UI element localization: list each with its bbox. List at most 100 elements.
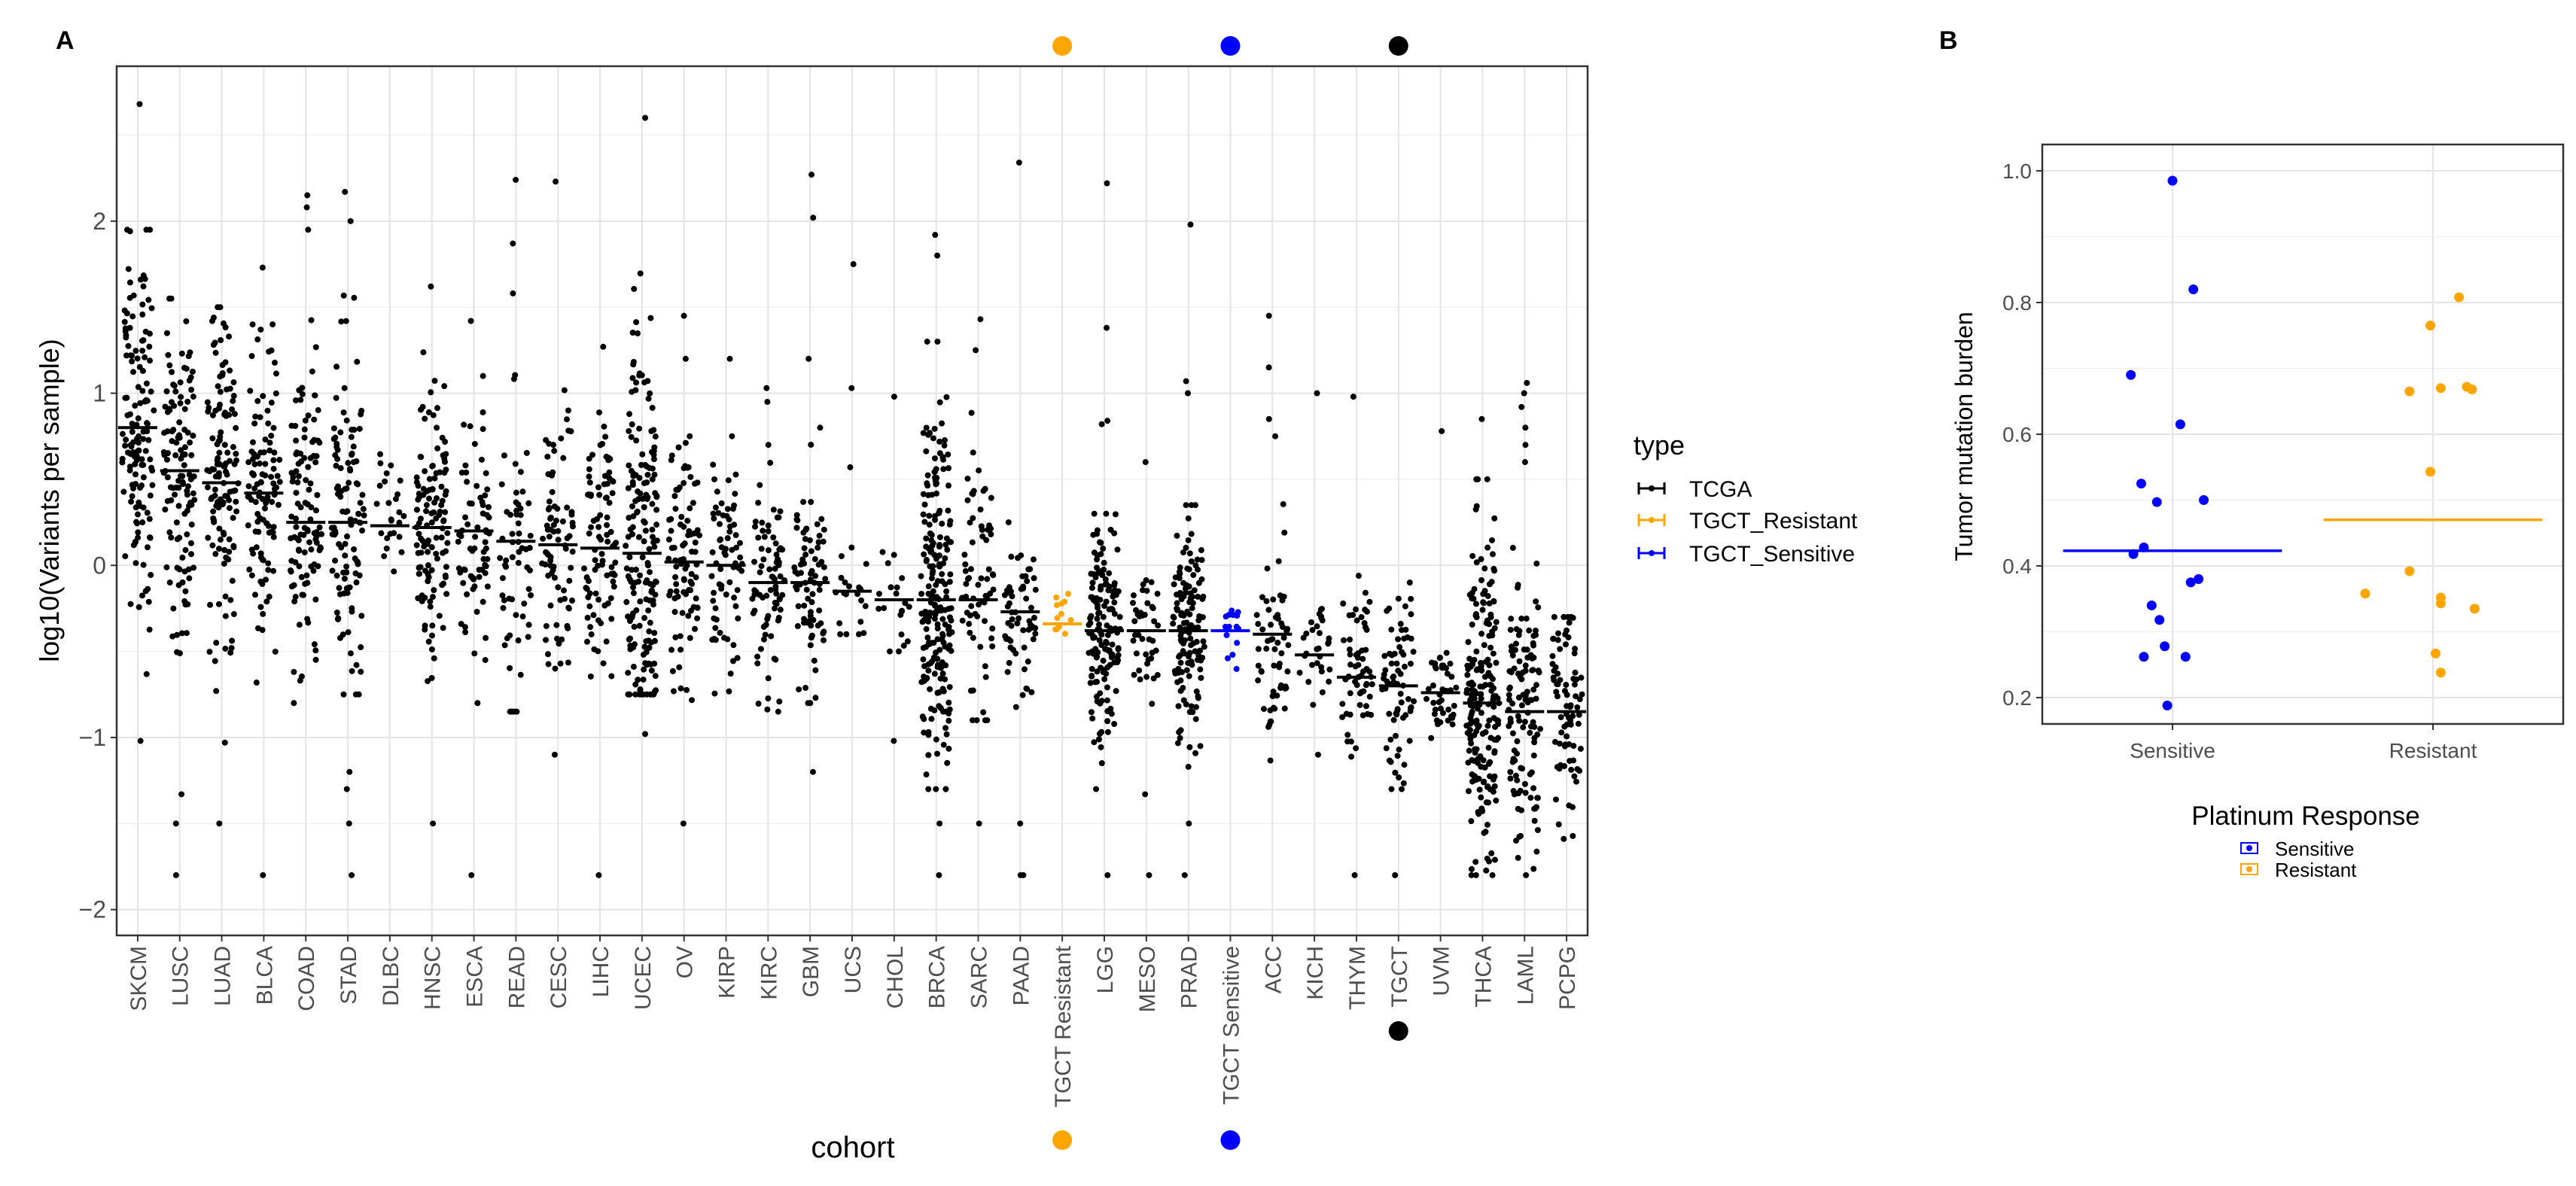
data-point	[1533, 560, 1540, 567]
data-point	[1432, 660, 1439, 667]
data-point-outlier	[1518, 403, 1525, 410]
data-point	[976, 467, 982, 474]
data-point	[129, 358, 135, 365]
data-point	[1481, 642, 1487, 649]
data-point-sensitive	[2199, 495, 2209, 505]
data-point	[586, 530, 592, 537]
panel-b-x-axis-title: Platinum Response	[2191, 801, 2420, 831]
data-point	[592, 557, 598, 564]
data-point	[1395, 595, 1402, 602]
data-point	[590, 612, 597, 619]
data-point-sensitive	[2180, 652, 2191, 662]
data-point	[1528, 723, 1535, 730]
data-point	[931, 671, 938, 677]
data-point	[123, 436, 129, 443]
data-point	[186, 471, 193, 478]
data-point	[583, 638, 590, 645]
data-point	[1355, 573, 1362, 579]
data-point	[925, 668, 932, 674]
data-point	[229, 577, 236, 584]
data-point	[1009, 616, 1015, 622]
data-point	[300, 591, 306, 598]
data-point	[343, 563, 350, 570]
data-point	[178, 630, 185, 637]
x-tick-label-thym: THYM	[1345, 946, 1370, 1010]
data-point	[139, 348, 146, 354]
data-point	[1139, 636, 1146, 643]
data-point	[1574, 704, 1581, 711]
data-point	[1223, 632, 1230, 639]
legend-key-sensitive-dot	[1649, 550, 1655, 556]
data-point	[422, 595, 428, 601]
data-point	[309, 439, 316, 446]
data-point	[562, 546, 569, 552]
data-point	[821, 628, 827, 635]
cohort-points-laml	[1506, 379, 1544, 878]
data-point	[593, 515, 600, 522]
data-point	[513, 507, 520, 514]
data-point	[467, 546, 473, 552]
y-tick-label: 0.2	[2002, 686, 2032, 710]
data-point	[564, 504, 571, 511]
data-point	[133, 436, 140, 442]
data-point	[428, 389, 434, 396]
data-point	[312, 344, 319, 351]
x-tick-label-hnsc: HNSC	[421, 946, 446, 1010]
data-point	[526, 567, 533, 573]
data-point	[1130, 637, 1137, 644]
data-point	[978, 575, 985, 582]
data-point	[818, 620, 824, 627]
data-point	[1533, 848, 1540, 855]
data-point	[609, 490, 616, 497]
data-point	[681, 576, 687, 583]
data-point	[722, 552, 729, 558]
data-point	[215, 383, 221, 390]
data-point	[918, 591, 925, 598]
data-point	[881, 605, 888, 612]
data-point	[1476, 786, 1483, 793]
data-point	[969, 539, 976, 546]
data-point	[988, 531, 994, 537]
data-point	[178, 447, 184, 454]
data-point	[939, 570, 945, 577]
data-point	[305, 619, 312, 626]
data-point	[682, 439, 689, 446]
data-point	[1530, 686, 1537, 693]
data-point	[1491, 736, 1498, 743]
data-point	[1428, 734, 1435, 741]
data-point	[814, 521, 821, 528]
data-point	[210, 508, 217, 515]
data-point	[776, 595, 783, 602]
data-point	[565, 659, 571, 666]
data-point	[1487, 773, 1494, 780]
data-point	[168, 534, 175, 541]
data-point	[1508, 647, 1515, 654]
data-point	[1005, 519, 1012, 526]
data-point	[726, 579, 733, 585]
data-point	[431, 378, 438, 385]
data-point	[1012, 704, 1019, 710]
data-point	[1464, 671, 1471, 678]
data-point	[164, 474, 171, 481]
data-point	[1197, 666, 1204, 673]
data-point	[647, 315, 654, 321]
data-point	[653, 687, 659, 694]
data-point	[1087, 619, 1094, 626]
data-point	[147, 492, 154, 499]
data-point	[348, 433, 355, 440]
data-point	[1478, 695, 1484, 702]
data-point	[1527, 697, 1533, 704]
data-point	[598, 620, 604, 627]
data-point	[316, 524, 323, 531]
data-point	[215, 546, 222, 552]
data-point	[1516, 628, 1523, 634]
data-point	[925, 591, 932, 598]
data-point	[1259, 594, 1265, 601]
data-point	[1442, 664, 1449, 671]
data-point	[1098, 540, 1104, 546]
legend-key-resistant-dot	[1649, 517, 1655, 523]
data-point	[771, 605, 778, 612]
data-point	[250, 470, 257, 477]
data-point	[342, 552, 349, 559]
data-point	[776, 698, 783, 705]
